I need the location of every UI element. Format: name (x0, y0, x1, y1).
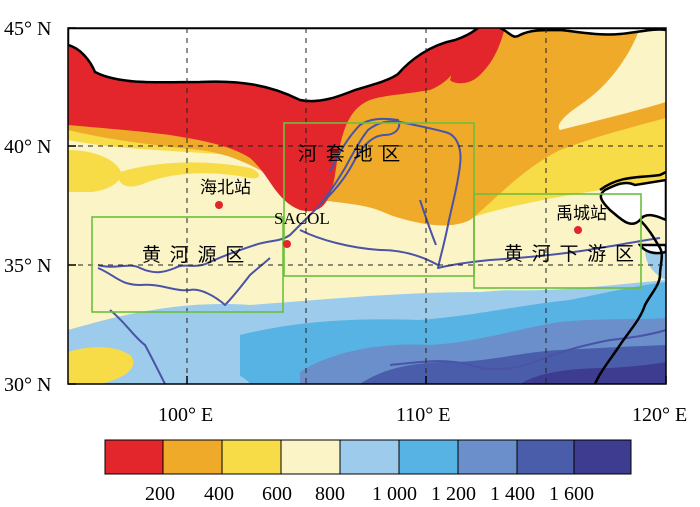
station-dot-yucheng (574, 226, 582, 234)
legend-swatch-5 (339, 439, 400, 475)
region-label-yellow-river-source: 黄 河 源 区 (142, 244, 246, 266)
legend-swatch-7 (457, 439, 518, 475)
band-800-haibei (136, 173, 269, 210)
station-label-haibei: 海北站 (200, 178, 251, 197)
box-lower-yellow-river (473, 193, 642, 289)
region-boxes (91, 122, 642, 313)
tributary-fen (419, 199, 437, 246)
legend-swatch-4 (280, 439, 341, 475)
station-label-sacol: SACOL (274, 209, 330, 228)
lat-label-40: 40° N (4, 136, 51, 158)
legend-swatch-9 (573, 439, 632, 475)
region-label-hetao: 河 套 地 区 (298, 143, 402, 165)
station-label-yucheng: 禹城站 (556, 204, 607, 223)
yangtze-middle (389, 329, 667, 371)
legend-label-1200: 1 200 (431, 483, 476, 505)
band-800-northeast (558, 28, 666, 130)
coastline (593, 170, 667, 385)
legend-label-200: 200 (145, 483, 175, 505)
lon-label-120: 120° E (632, 404, 687, 426)
band-800-west (68, 347, 134, 384)
station-dot-haibei (215, 201, 223, 209)
legend-swatch-3 (221, 439, 282, 475)
yellow-river-upper (97, 257, 271, 306)
legend-label-800: 800 (315, 483, 345, 505)
sea-east (599, 178, 666, 226)
legend-swatch-8 (516, 439, 575, 475)
legend-swatch-2 (162, 439, 223, 475)
legend-label-400: 400 (204, 483, 234, 505)
lat-label-35: 35° N (4, 255, 51, 277)
legend-label-600: 600 (262, 483, 292, 505)
lat-label-45: 45° N (4, 18, 51, 40)
lon-label-110: 110° E (396, 404, 450, 426)
hetao-loop (324, 117, 401, 201)
colorbar (104, 439, 632, 475)
map-frame (67, 27, 667, 385)
region-label-lower-yellow-river: 黄 河 下 游 区 (504, 243, 636, 265)
legend-label-1600: 1 600 (549, 483, 594, 505)
tributary-wei (299, 229, 439, 266)
band-600-haibei (118, 162, 260, 187)
lat-label-30: 30° N (4, 374, 51, 396)
legend-label-1400: 1 400 (490, 483, 535, 505)
stations (215, 201, 582, 248)
yangtze-upper (109, 309, 166, 385)
band-800-east (466, 199, 666, 291)
station-dot-sacol (283, 240, 291, 248)
outside-china-north (68, 28, 481, 103)
band-200-east (450, 28, 505, 84)
box-yellow-river-source (91, 216, 284, 313)
legend-swatch-6 (398, 439, 459, 475)
legend-swatch-1 (104, 439, 164, 475)
lon-label-100: 100° E (158, 404, 213, 426)
axis-ticks (68, 27, 667, 385)
band-1000-west (120, 367, 250, 384)
legend-label-1000: 1 000 (372, 483, 417, 505)
band-max (520, 362, 666, 384)
outside-china-northeast (499, 28, 666, 38)
band-600-inset (68, 150, 121, 192)
